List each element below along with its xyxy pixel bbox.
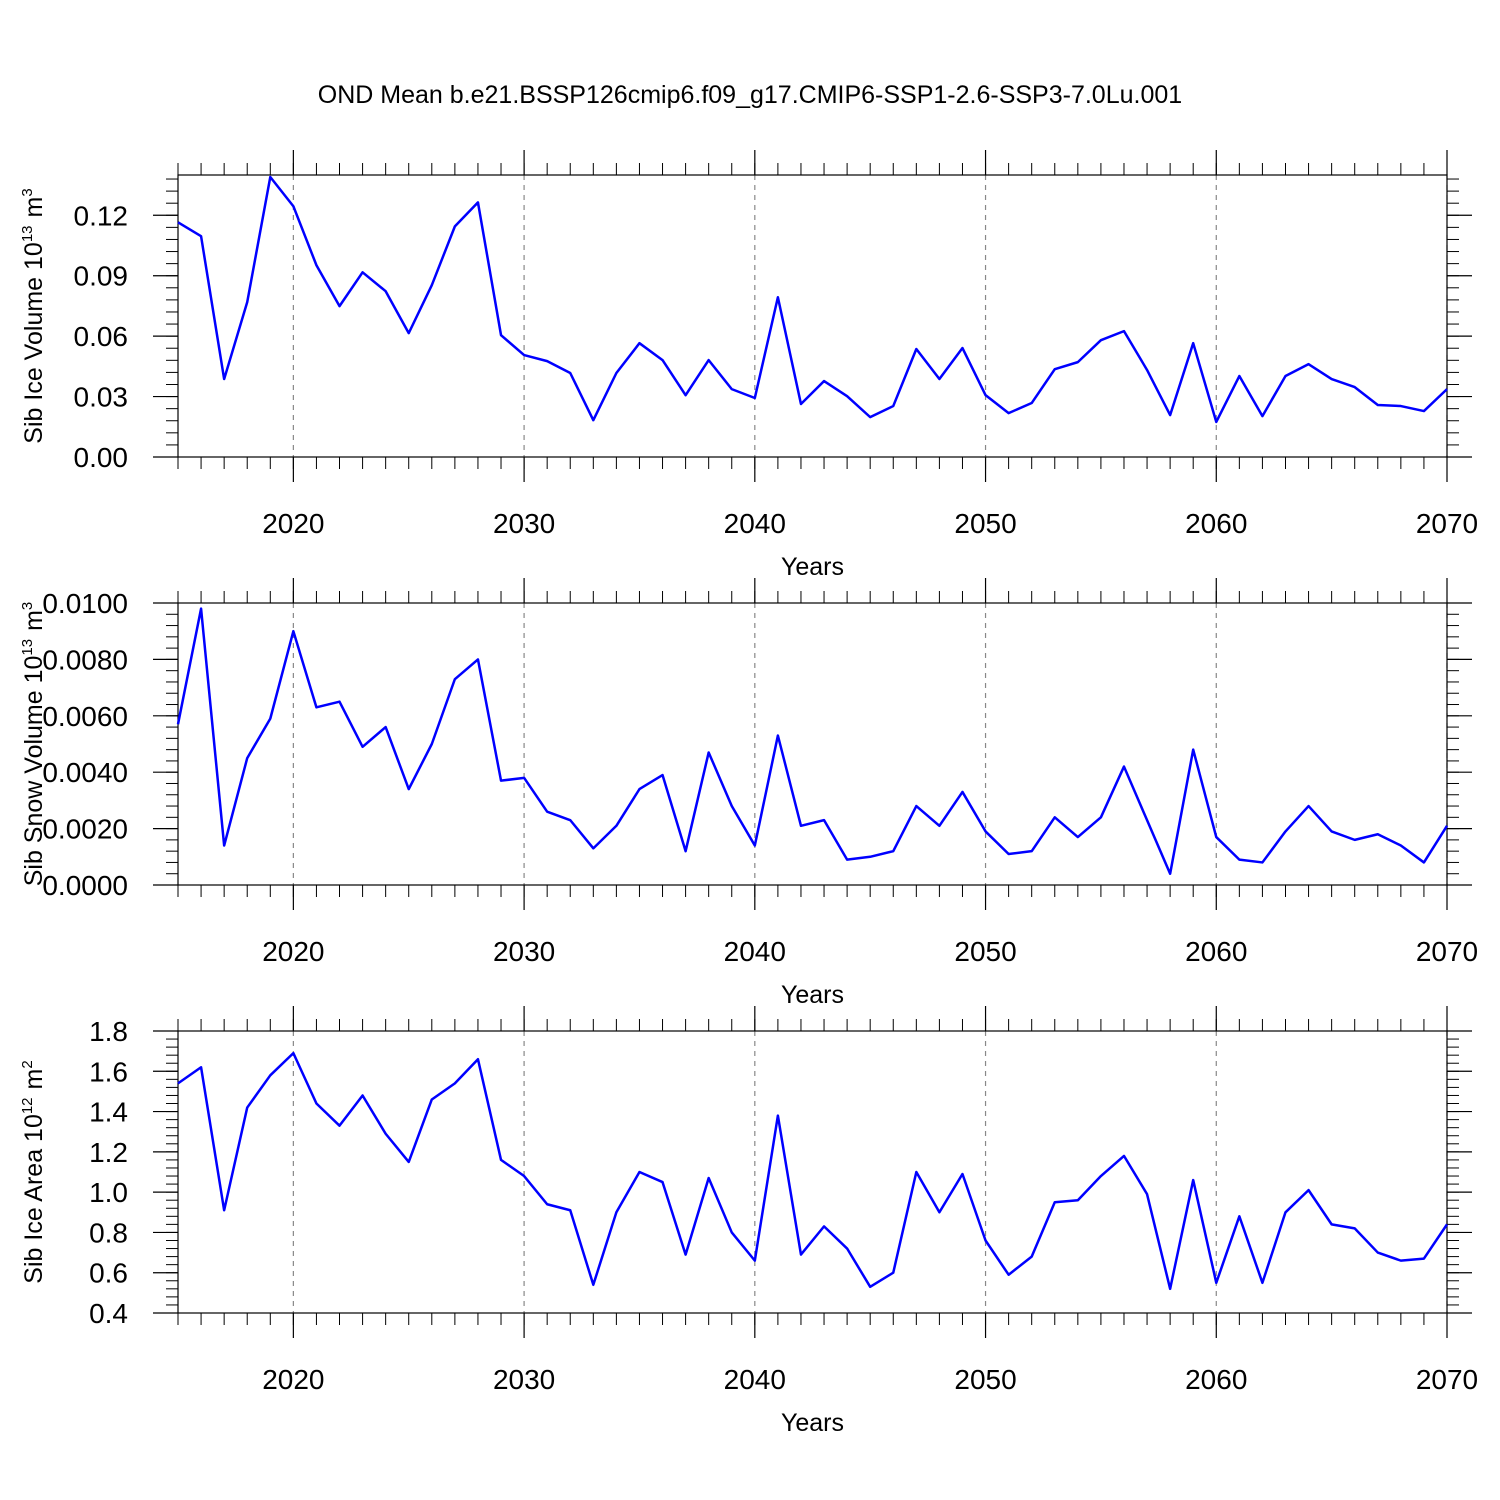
x-tick-label: 2040: [724, 1364, 786, 1395]
y-tick-label: 0.00: [74, 442, 129, 473]
y-tick-label: 0.4: [89, 1298, 128, 1329]
x-tick-label: 2050: [954, 936, 1016, 967]
y-tick-label: 1.8: [89, 1016, 128, 1047]
y-axis-title: Sib Ice Volume 1013 m3: [19, 188, 48, 443]
data-line: [177, 1051, 1449, 1291]
y-tick-label: 0.0000: [42, 870, 128, 901]
y-tick-label: 0.0100: [42, 588, 128, 619]
x-tick-label: 2030: [493, 936, 555, 967]
x-tick-label: 2060: [1185, 936, 1247, 967]
y-tick-label: 1.2: [89, 1137, 128, 1168]
y-axis-title-part: Sib Ice Area 10: [20, 1114, 48, 1284]
y-tick-label: 0.06: [74, 321, 129, 352]
x-tick-label: 2070: [1416, 936, 1478, 967]
y-axis-title-part: Sib Snow Volume 10: [20, 656, 48, 887]
x-axis-title: Years: [781, 1409, 844, 1437]
y-tick-label: 0.6: [89, 1258, 128, 1289]
x-axis-title: Years: [781, 553, 844, 581]
y-axis-title-part: m: [20, 610, 48, 631]
y-tick-label: 1.4: [89, 1097, 128, 1128]
y-axis-title-part: m: [20, 197, 48, 218]
y-axis-title-part: m: [20, 1069, 48, 1090]
data-line: [177, 175, 1448, 424]
y-tick-label: 0.0040: [42, 757, 128, 788]
y-tick-label: 0.12: [74, 200, 129, 231]
y-axis-title-superscript: 2: [19, 1060, 36, 1068]
y-axis-title: Sib Ice Area 1012 m2: [19, 1060, 48, 1283]
y-axis-title-part: Sib Ice Volume 10: [20, 242, 48, 444]
x-tick-label: 2020: [262, 936, 324, 967]
y-axis-title-superscript: 3: [19, 602, 36, 610]
x-tick-label: 2030: [493, 508, 555, 539]
y-tick-label: 0.0060: [42, 701, 128, 732]
y-tick-label: 1.0: [89, 1177, 128, 1208]
x-tick-label: 2040: [724, 508, 786, 539]
panel: 2020 2030 2040 2050 2060 2070 0.4 0.6 0.8 1.0 1.2 1…: [19, 1006, 1478, 1437]
y-axis-title-superscript: 13: [19, 639, 36, 656]
plot-frame: [177, 174, 1448, 458]
y-tick-label: 1.6: [89, 1056, 128, 1087]
x-tick-label: 2070: [1416, 508, 1478, 539]
x-tick-label: 2060: [1185, 1364, 1247, 1395]
x-tick-label: 2050: [954, 508, 1016, 539]
x-tick-label: 2020: [262, 508, 324, 539]
data-line: [176, 607, 1449, 875]
figure-title: OND Mean b.e21.BSSP126cmip6.f09_g17.CMIP…: [318, 81, 1182, 109]
plot-frame: [177, 602, 1448, 886]
y-axis-title-superscript: 13: [19, 225, 36, 242]
panel: 2020 2030 2040 2050 2060 2070 0.00 0.03 0.06 0.09…: [19, 150, 1478, 581]
x-tick-label: 2020: [262, 1364, 324, 1395]
x-tick-label: 2070: [1416, 1364, 1478, 1395]
panel: 2020 2030 2040 2050 2060 2070 0.0000 0.0020 0.00…: [19, 578, 1478, 1009]
y-axis-title: Sib Snow Volume 1013 m3: [19, 602, 48, 887]
y-axis-title-superscript: 12: [19, 1097, 36, 1114]
y-axis-title-superscript: 3: [19, 188, 36, 196]
x-tick-label: 2060: [1185, 508, 1247, 539]
plot-frame: [177, 1030, 1448, 1314]
x-tick-label: 2030: [493, 1364, 555, 1395]
y-tick-label: 0.0020: [42, 814, 128, 845]
x-tick-label: 2040: [724, 936, 786, 967]
x-axis-title: Years: [781, 981, 844, 1009]
y-tick-label: 0.0080: [42, 644, 128, 675]
y-tick-label: 0.09: [74, 261, 129, 292]
y-tick-label: 0.03: [74, 382, 129, 413]
y-tick-label: 0.8: [89, 1217, 128, 1248]
x-tick-label: 2050: [954, 1364, 1016, 1395]
